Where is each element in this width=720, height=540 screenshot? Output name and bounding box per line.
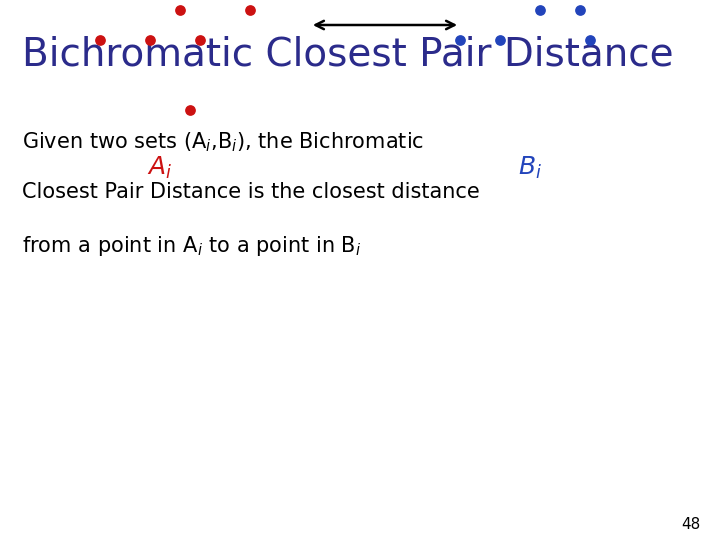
Point: [194, 36, 206, 44]
Point: [494, 36, 505, 44]
Point: [534, 6, 546, 15]
Point: [454, 36, 466, 44]
Text: $\mathit{A}_i$: $\mathit{A}_i$: [148, 155, 173, 181]
Point: [184, 106, 196, 114]
Text: 48: 48: [680, 517, 700, 532]
Point: [575, 6, 586, 15]
Point: [144, 36, 156, 44]
Text: from a point in A$_i$ to a point in B$_i$: from a point in A$_i$ to a point in B$_i…: [22, 234, 361, 258]
Point: [584, 36, 595, 44]
Text: Closest Pair Distance is the closest distance: Closest Pair Distance is the closest dis…: [22, 182, 480, 202]
Point: [244, 6, 256, 15]
Point: [174, 6, 186, 15]
Text: $\mathit{B}_i$: $\mathit{B}_i$: [518, 155, 542, 181]
Text: Bichromatic Closest Pair Distance: Bichromatic Closest Pair Distance: [22, 35, 674, 73]
Point: [94, 36, 106, 44]
Text: Given two sets (A$_i$,B$_i$), the Bichromatic: Given two sets (A$_i$,B$_i$), the Bichro…: [22, 130, 424, 153]
